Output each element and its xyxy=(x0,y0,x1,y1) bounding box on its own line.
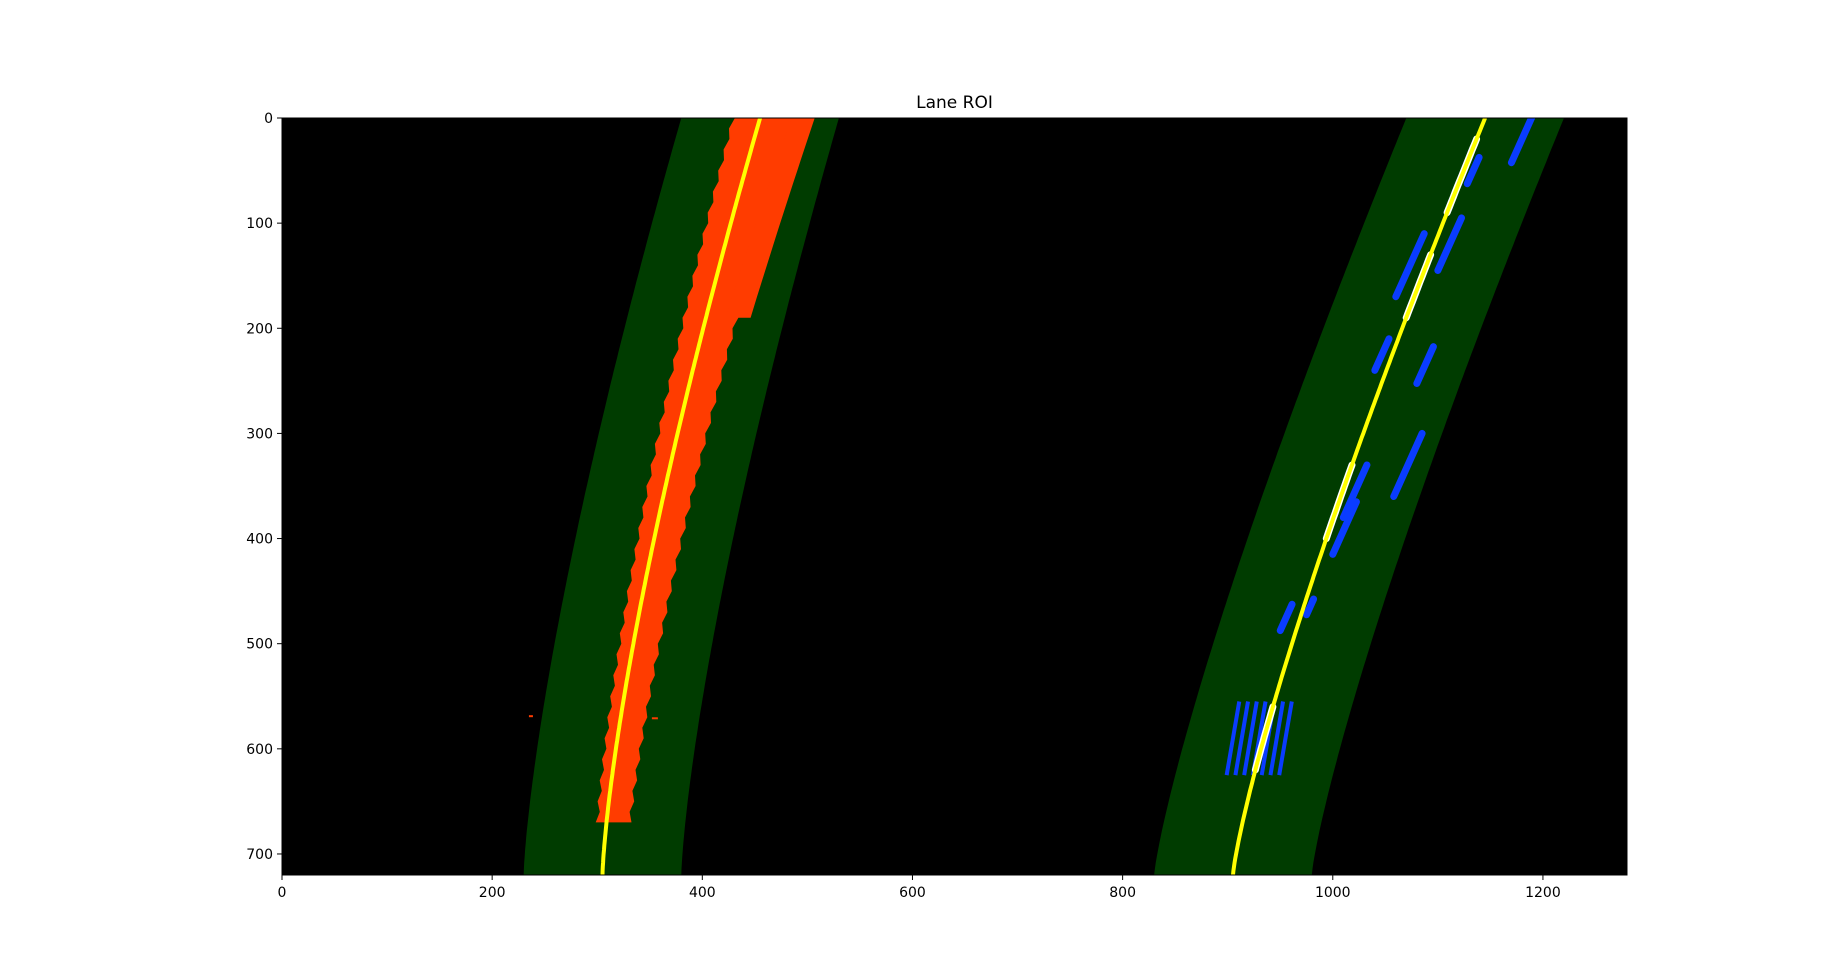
x-tick-label: 1000 xyxy=(1315,885,1351,901)
left-fit-line xyxy=(600,118,763,875)
right-lane-pixel-cluster-stroke xyxy=(1242,701,1259,776)
right-lane-pixel-cluster-stroke xyxy=(1224,701,1242,776)
plot-frame xyxy=(281,117,1628,876)
right-lane-pixel-blob xyxy=(1392,230,1428,301)
y-axis: 0 100 200 300 400 500 600 700 xyxy=(246,111,282,863)
x-tick-label: 800 xyxy=(1109,885,1136,901)
left-lane-pixels-outer xyxy=(725,118,815,318)
y-tick-label: 300 xyxy=(246,426,273,442)
right-fit-line xyxy=(1231,118,1487,875)
right-lane-pixel-blob xyxy=(1507,118,1536,167)
right-lane-pixel-blob xyxy=(1371,335,1393,374)
right-lane-pixel-blob xyxy=(1413,343,1437,387)
left-lane-speckle xyxy=(528,715,533,718)
right-lane-pixel-blob xyxy=(1339,461,1371,522)
right-lane-pixel-cluster-stroke xyxy=(1233,701,1250,776)
right-lane-pixel-blob xyxy=(1463,153,1483,188)
y-tick-label: 0 xyxy=(264,111,273,127)
y-tick-label: 100 xyxy=(246,216,273,232)
x-tick-label: 600 xyxy=(899,885,926,901)
right-lane-pixel-blob xyxy=(1276,600,1296,635)
y-tick-label: 500 xyxy=(246,637,273,653)
x-tick-label: 1200 xyxy=(1525,885,1561,901)
chart-title: Lane ROI xyxy=(916,93,993,113)
left-lane-speckle xyxy=(651,717,658,720)
x-tick-label: 400 xyxy=(689,885,716,901)
right-lane-pixel-blob xyxy=(1303,595,1318,619)
right-roi-band xyxy=(1154,118,1564,875)
x-tick-label: 200 xyxy=(479,885,506,901)
right-lane-pixel-cluster-stroke xyxy=(1277,701,1294,776)
y-tick-label: 200 xyxy=(246,321,273,337)
x-tick-label: 0 xyxy=(278,885,287,901)
right-lane-pixel-blob xyxy=(1434,214,1466,274)
y-tick-label: 700 xyxy=(246,847,273,863)
y-tick-label: 600 xyxy=(246,742,273,758)
y-tick-label: 400 xyxy=(246,532,273,548)
right-lane-pixel-cluster-stroke xyxy=(1268,701,1286,776)
x-axis: 0 200 400 600 800 1000 1200 xyxy=(278,875,1561,901)
plot-content xyxy=(523,118,1564,875)
right-lane-pixel-blob xyxy=(1329,498,1360,558)
right-lane-pixel-blob xyxy=(1390,429,1426,500)
